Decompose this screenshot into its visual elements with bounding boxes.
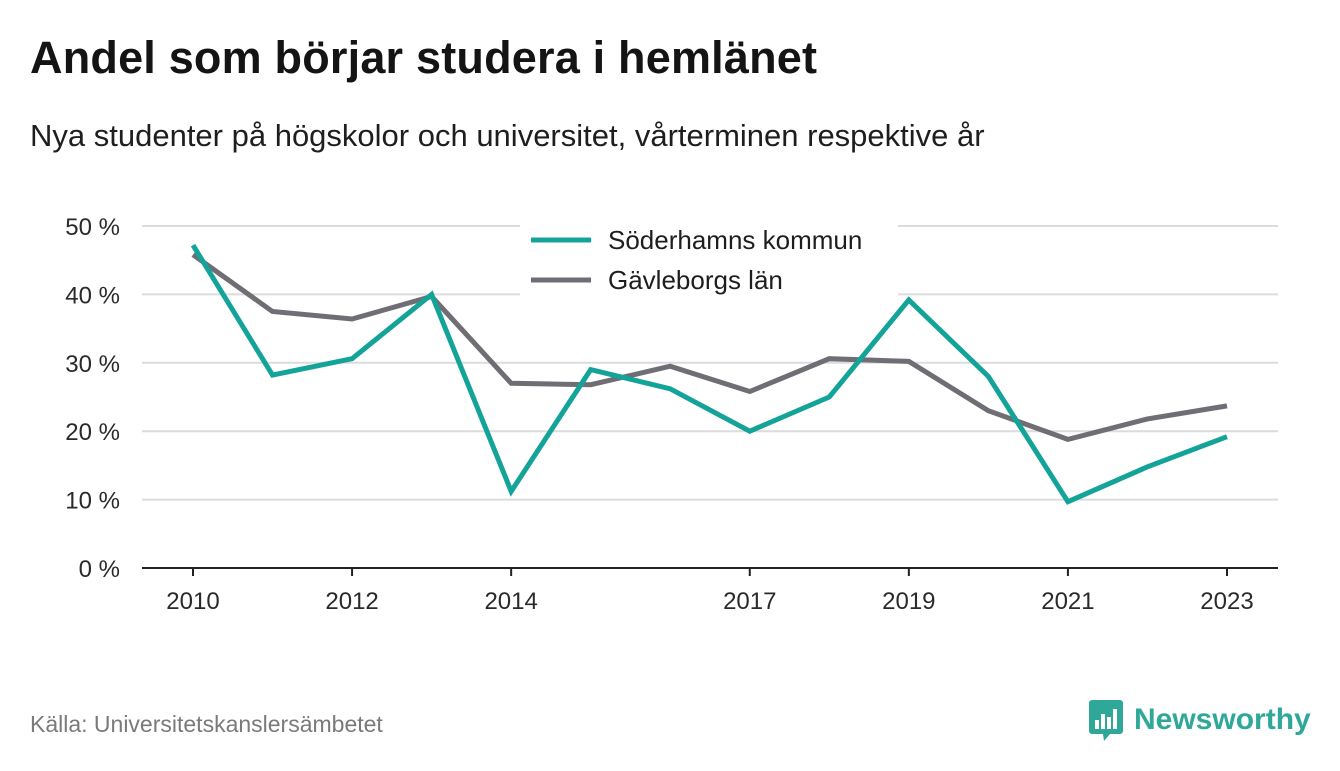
x-tick-label: 2017 <box>723 588 776 615</box>
series-line-gavleborg <box>191 252 1228 443</box>
chart-subtitle: Nya studenter på högskolor och universit… <box>30 118 985 153</box>
gridlines <box>142 225 1278 569</box>
x-axis-ticks: 2010 2012 2014 2017 2019 2021 2023 <box>166 568 1254 615</box>
x-tick-label: 2021 <box>1041 588 1094 615</box>
legend: Söderhamns kommun Gävleborgs län <box>520 212 898 296</box>
series-lines <box>190 243 1228 505</box>
series-line-soderhamn <box>190 243 1228 505</box>
brand-logo[interactable]: Newsworthy <box>1088 698 1311 742</box>
y-tick-label: 0 % <box>79 556 120 583</box>
brand-name: Newsworthy <box>1134 703 1311 736</box>
x-tick-label: 2012 <box>325 588 378 615</box>
x-tick-label: 2010 <box>166 588 219 615</box>
chart-title: Andel som börjar studera i hemlänet <box>30 32 818 83</box>
y-tick-label: 20 % <box>65 419 120 446</box>
y-tick-label: 50 % <box>65 214 120 241</box>
legend-label: Söderhamns kommun <box>608 225 862 255</box>
y-tick-label: 10 % <box>65 488 120 515</box>
line-chart: 0 % 10 % 20 % 30 % 40 % 50 % 2010 2012 2014 2017… <box>65 212 1278 615</box>
y-tick-label: 40 % <box>65 282 120 309</box>
x-tick-label: 2023 <box>1200 588 1253 615</box>
bar-chart-speech-bubble-icon <box>1089 700 1123 741</box>
y-axis-ticks: 0 % 10 % 20 % 30 % 40 % 50 % <box>65 214 120 583</box>
x-tick-label: 2014 <box>484 588 537 615</box>
legend-label: Gävleborgs län <box>608 265 783 295</box>
source-note: Källa: Universitetskanslersämbetet <box>30 711 383 737</box>
x-tick-label: 2019 <box>882 588 935 615</box>
y-tick-label: 30 % <box>65 351 120 378</box>
